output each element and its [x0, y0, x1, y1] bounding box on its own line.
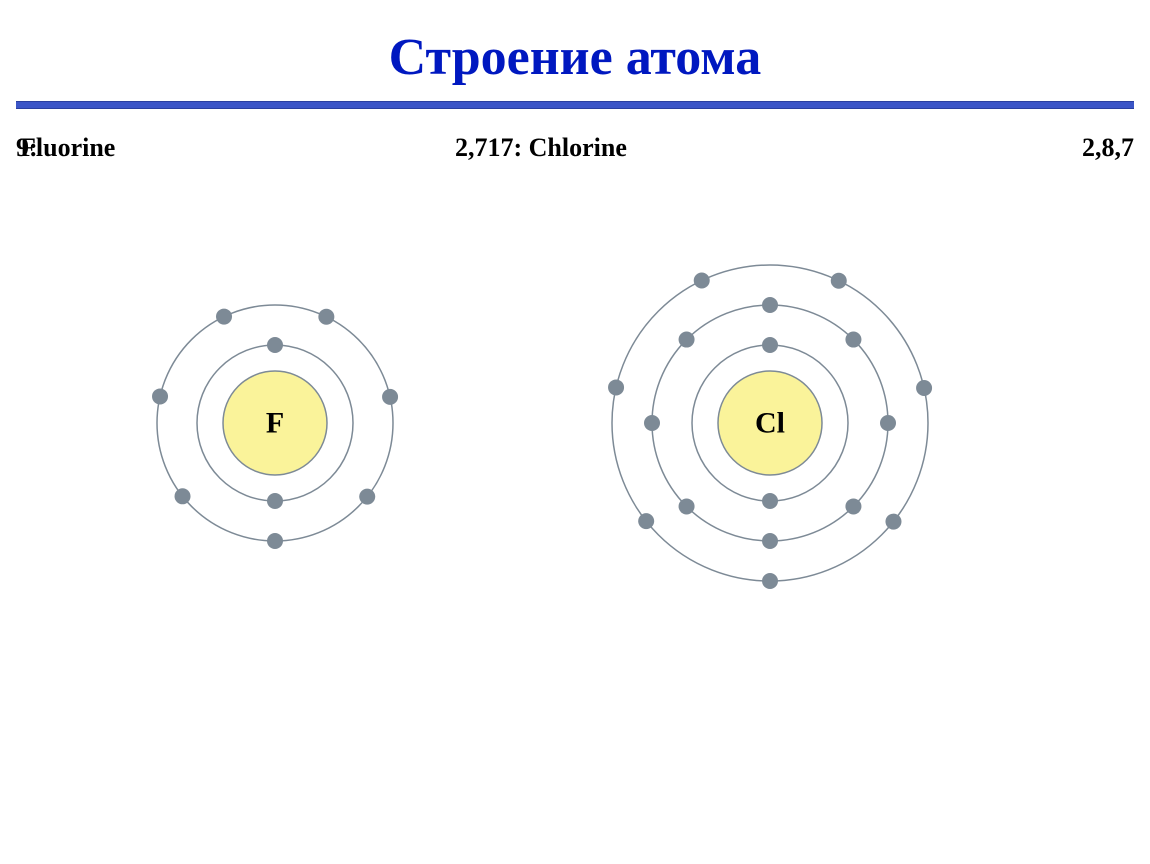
atom-diagrams: F Cl [0, 173, 1150, 733]
electron-s2-2 [359, 489, 375, 505]
electron-s2-2 [845, 498, 861, 514]
atom-fluorine: F [145, 293, 405, 553]
chlorine-config: 2,8,7 [1082, 133, 1134, 163]
nucleus-symbol: F [266, 407, 284, 440]
electron-s3-1 [762, 573, 778, 589]
electron-s2-6 [679, 332, 695, 348]
electron-s1-2 [267, 493, 283, 509]
electron-s3-3 [916, 380, 932, 396]
electron-s2-5 [216, 309, 232, 325]
electron-s1-2 [762, 493, 778, 509]
nucleus-symbol: Cl [755, 407, 785, 440]
labels-row: 9: Fluorine 2,717: Chlorine 2,8,7 [0, 133, 1150, 173]
electron-s2-4 [845, 332, 861, 348]
electron-s2-1 [267, 533, 283, 549]
electron-s3-2 [885, 514, 901, 530]
electron-s1-1 [762, 337, 778, 353]
page-title: Строение атома [0, 0, 1150, 87]
electron-s2-3 [382, 389, 398, 405]
electron-s3-4 [831, 273, 847, 289]
electron-s3-5 [694, 273, 710, 289]
chlorine-label: 2,717: Chlorine [455, 133, 627, 163]
electron-s2-5 [762, 297, 778, 313]
electron-s2-3 [880, 415, 896, 431]
electron-s2-7 [175, 488, 191, 504]
atom-chlorine: Cl [600, 253, 940, 593]
electron-s1-1 [267, 337, 283, 353]
title-rule-wrap [0, 101, 1150, 109]
electron-s3-6 [608, 379, 624, 395]
electron-s2-4 [318, 309, 334, 325]
electron-s2-1 [762, 533, 778, 549]
electron-s2-6 [152, 388, 168, 404]
title-rule [16, 101, 1134, 109]
electron-s3-7 [638, 513, 654, 529]
electron-s2-8 [679, 498, 695, 514]
electron-s2-7 [644, 415, 660, 431]
